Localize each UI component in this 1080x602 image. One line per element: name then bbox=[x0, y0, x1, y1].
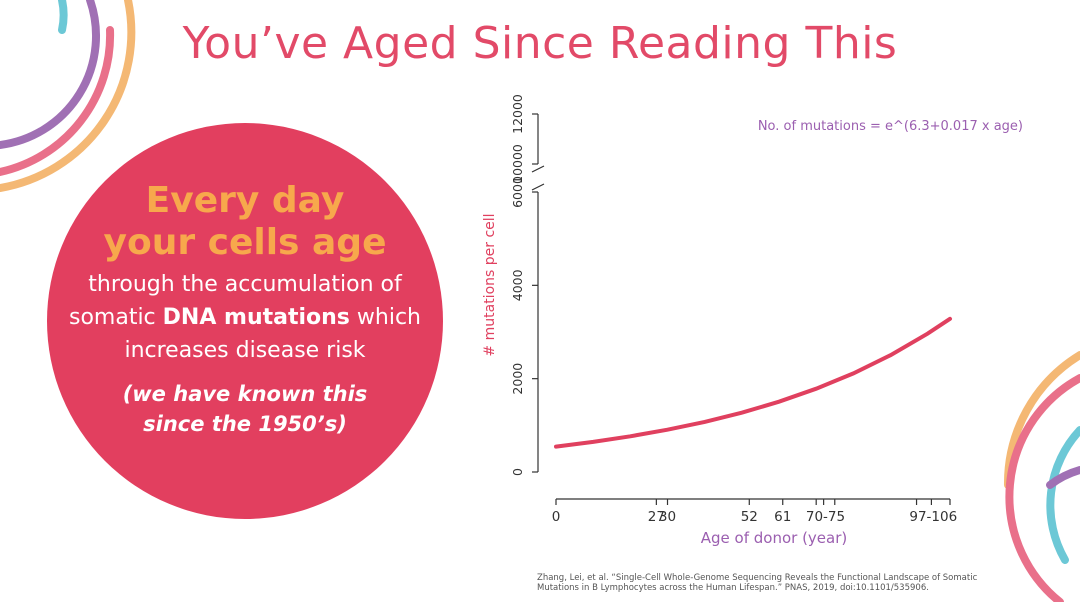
x-tick-label: 52 bbox=[741, 509, 758, 525]
arc-teal-top-left bbox=[58, 0, 68, 34]
callout-body-line-1: through the accumulation of bbox=[88, 272, 402, 297]
callout-body-line-3: increases disease risk bbox=[124, 338, 366, 363]
y-tick-label: 10000 bbox=[510, 144, 525, 184]
callout-body: through the accumulation of somatic DNA … bbox=[47, 268, 443, 367]
x-tick-label: 0 bbox=[552, 509, 561, 525]
arc-pink-top-left bbox=[0, 26, 115, 176]
y-tick-label: 6000 bbox=[510, 176, 525, 208]
callout-heading-line-2: your cells age bbox=[103, 222, 387, 263]
x-tick-label: 30 bbox=[659, 509, 676, 525]
x-tick-label: 97-106 bbox=[909, 509, 957, 525]
callout-body-emphasis: DNA mutations bbox=[162, 305, 350, 330]
arc-purple-top-left bbox=[0, 0, 100, 149]
callout-note: (we have known this since the 1950’s) bbox=[47, 379, 443, 439]
arc-teal-bottom-right bbox=[1046, 426, 1080, 564]
y-tick-label: 4000 bbox=[510, 269, 525, 301]
callout-circle bbox=[47, 123, 443, 519]
citation: Zhang, Lei, et al. “Single-Cell Whole-Ge… bbox=[537, 573, 997, 593]
x-axis-label: Age of donor (year) bbox=[701, 529, 848, 547]
callout-heading-line-1: Every day bbox=[145, 180, 345, 221]
bottom-right-arcs bbox=[1003, 351, 1080, 602]
x-tick-label: 27 bbox=[648, 509, 665, 525]
arc-purple-bottom-right bbox=[1046, 466, 1080, 489]
y-tick-label: 12000 bbox=[510, 94, 525, 134]
axis-break-mark bbox=[531, 165, 545, 173]
y-axis-label: # mutations per cell bbox=[482, 213, 498, 356]
callout-body-line-2-pre: somatic bbox=[68, 305, 163, 330]
callout-text: Every day your cells age through the acc… bbox=[47, 180, 443, 439]
arc-pink-bottom-right bbox=[1005, 374, 1080, 602]
x-tick-label: 70-75 bbox=[806, 509, 845, 525]
chart-formula: No. of mutations = e^(6.3+0.017 x age) bbox=[758, 119, 1023, 134]
citation-line-1: Zhang, Lei, et al. “Single-Cell Whole-Ge… bbox=[537, 573, 978, 583]
callout-body-line-2-post: which bbox=[349, 305, 421, 330]
citation-line-2: Mutations in B Lymphocytes across the Hu… bbox=[537, 583, 929, 593]
x-tick-label: 61 bbox=[774, 509, 791, 525]
axis-break-mark bbox=[531, 183, 545, 191]
y-tick-label: 2000 bbox=[510, 363, 525, 395]
callout-note-line-2: since the 1950’s) bbox=[143, 412, 347, 436]
slide-title: You’ve Aged Since Reading This bbox=[182, 18, 898, 69]
y-tick-label: 0 bbox=[510, 468, 525, 476]
callout-note-line-1: (we have known this bbox=[122, 382, 368, 406]
series-curve bbox=[554, 316, 952, 449]
top-left-arcs bbox=[0, 0, 136, 192]
arc-orange-top-left bbox=[0, 0, 136, 192]
